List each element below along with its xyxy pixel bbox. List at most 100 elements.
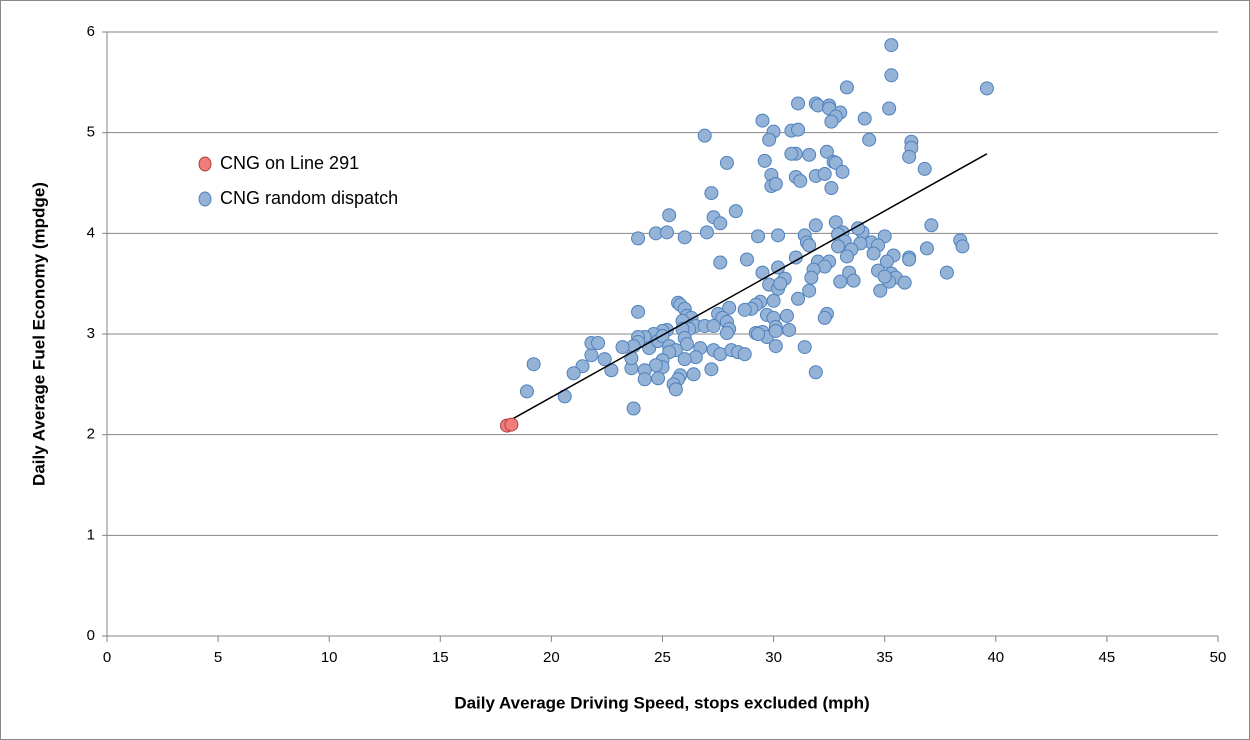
point: [713, 255, 728, 270]
point: [768, 339, 783, 354]
x-tick-label: 35: [876, 649, 893, 666]
point: [851, 221, 866, 236]
point: [902, 149, 917, 164]
point: [526, 357, 541, 372]
y-tick-label: 4: [87, 224, 95, 241]
point: [824, 181, 839, 196]
point: [917, 161, 932, 176]
point: [699, 225, 714, 240]
point: [919, 241, 934, 256]
trendline: [511, 153, 988, 421]
y-tick-label: 2: [87, 426, 95, 443]
point: [902, 252, 917, 267]
point: [597, 352, 612, 367]
point: [879, 254, 894, 269]
point: [631, 304, 646, 319]
x-tick-label: 0: [103, 649, 111, 666]
point: [773, 276, 788, 291]
point: [862, 132, 877, 147]
x-tick-label: 50: [1210, 649, 1227, 666]
point: [591, 336, 606, 351]
point: [877, 269, 892, 284]
point: [704, 362, 719, 377]
y-tick-label: 3: [87, 325, 95, 342]
x-axis-title: Daily Average Driving Speed, stops exclu…: [454, 693, 869, 712]
y-tick-label: 0: [87, 627, 95, 644]
point: [751, 327, 766, 341]
point: [755, 113, 770, 128]
point: [737, 347, 752, 362]
point: [873, 283, 888, 298]
point: [802, 147, 817, 162]
point: [924, 218, 939, 233]
point: [679, 337, 694, 352]
point: [768, 177, 783, 192]
point: [768, 323, 783, 338]
point: [817, 310, 832, 325]
point: [697, 128, 712, 143]
point: [751, 229, 766, 244]
point: [839, 249, 854, 264]
x-tick-label: 30: [765, 649, 782, 666]
point: [839, 80, 854, 95]
point: [719, 325, 734, 340]
point: [802, 238, 817, 253]
x-tick-label: 25: [654, 649, 671, 666]
x-tick-label: 15: [432, 649, 449, 666]
point: [979, 81, 994, 96]
point: [677, 352, 692, 367]
point: [662, 208, 677, 223]
point: [686, 367, 701, 382]
point: [584, 348, 599, 363]
y-tick-label: 5: [87, 124, 95, 141]
point: [668, 382, 683, 397]
point: [615, 340, 630, 355]
point: [677, 230, 692, 245]
point: [955, 239, 970, 254]
point: [939, 265, 954, 280]
point: [808, 365, 823, 380]
point: [831, 239, 846, 254]
point: [846, 273, 861, 288]
legend-text: CNG on Line 291: [220, 153, 359, 173]
point: [804, 270, 819, 285]
point: [817, 166, 832, 181]
x-tick-label: 20: [543, 649, 560, 666]
point: [791, 122, 806, 137]
point: [706, 318, 721, 333]
point: [651, 371, 666, 386]
x-tick-label: 10: [321, 649, 338, 666]
point: [722, 300, 737, 315]
legend-text: CNG random dispatch: [220, 188, 398, 208]
point: [835, 164, 850, 179]
point: [762, 132, 777, 147]
point: [704, 186, 719, 201]
point: [626, 401, 641, 416]
y-tick-label: 6: [87, 23, 95, 40]
point: [819, 144, 834, 159]
point: [637, 372, 652, 387]
point: [631, 231, 646, 246]
point: [791, 96, 806, 111]
point: [624, 351, 639, 366]
point: [802, 283, 817, 298]
point: [519, 384, 534, 399]
point: [793, 173, 808, 188]
point: [659, 225, 674, 240]
point: [782, 322, 797, 337]
legend-marker: [198, 191, 212, 207]
point: [866, 246, 881, 261]
point: [566, 366, 581, 381]
point: [719, 155, 734, 170]
point: [757, 153, 772, 168]
point: [882, 101, 897, 116]
point: [779, 308, 794, 323]
point: [766, 293, 781, 308]
x-tick-label: 5: [214, 649, 222, 666]
point: [897, 275, 912, 290]
point: [771, 228, 786, 243]
point: [713, 216, 728, 231]
point: [728, 204, 743, 219]
point: [739, 252, 754, 267]
